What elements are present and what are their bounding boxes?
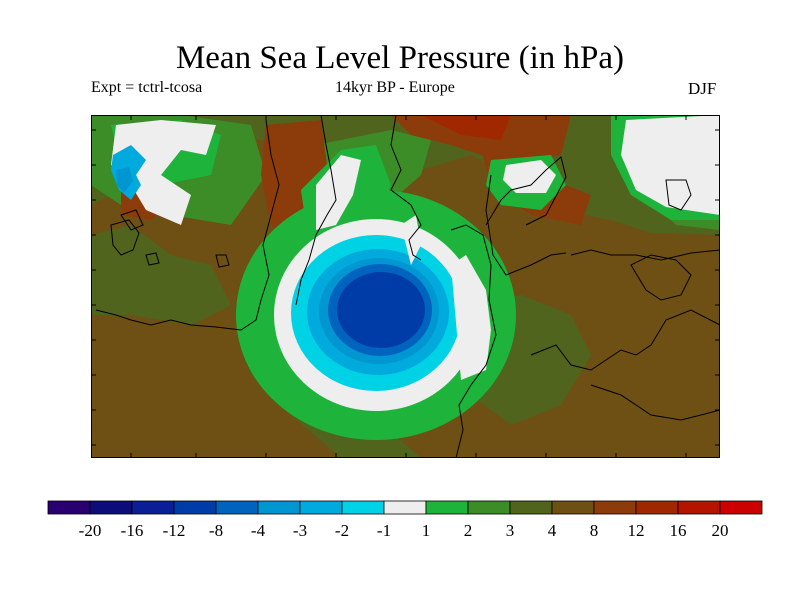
colorbar-cell	[299, 500, 343, 515]
coastline-scandinavia	[390, 115, 422, 261]
colorbar-cell	[173, 500, 217, 515]
colorbar-cell	[593, 500, 637, 515]
colorbar-tick-label: 3	[506, 521, 515, 540]
coastline-baltic	[485, 156, 567, 226]
colorbar-tick-label: -4	[251, 521, 266, 540]
season-label: DJF	[688, 79, 717, 98]
colorbar-cell	[425, 500, 469, 515]
colorbar-cell	[383, 500, 427, 515]
colorbar-cell	[677, 500, 721, 515]
colorbar-cell	[131, 500, 175, 515]
coastlines	[95, 115, 720, 458]
colorbar-tick-label: 16	[670, 521, 687, 540]
map-frame	[91, 115, 720, 458]
olive-region-west	[91, 225, 231, 325]
coastline-norway	[295, 115, 337, 306]
white-patch-island	[503, 160, 556, 193]
colorbar-cell	[47, 500, 91, 515]
colorbar-tick-label: -16	[121, 521, 144, 540]
colorbar-cell	[509, 500, 553, 515]
colorbar-cell	[551, 500, 595, 515]
coastline-black-sea	[630, 254, 692, 301]
coastline-mediterranean	[530, 309, 720, 371]
colorbar-tick-label: -8	[209, 521, 223, 540]
map-title: Mean Sea Level Pressure (in hPa)	[175, 40, 625, 76]
blue-patch-northwest-core	[116, 167, 133, 193]
ticks-left	[91, 129, 96, 446]
white-patch-northwest	[111, 120, 216, 225]
axis-ticks	[91, 115, 720, 458]
colorbar-tick-label: 8	[590, 521, 599, 540]
colorbar-cell	[341, 500, 385, 515]
colorbar-cell	[89, 500, 133, 515]
red-band-north	[421, 115, 511, 140]
coastline-ireland	[110, 219, 140, 256]
colorbar-tick-label: 2	[464, 521, 473, 540]
colorbar-tick-label: 1	[422, 521, 431, 540]
coastline-southeast	[590, 384, 720, 421]
pressure-map	[91, 115, 720, 458]
colorbar-cell	[215, 500, 259, 515]
colorbar-cell	[719, 500, 763, 515]
coastline-east	[570, 249, 720, 261]
colorbar-tick-label: -2	[335, 521, 349, 540]
low-core	[337, 272, 425, 348]
colorbar-tick-label: -12	[163, 521, 186, 540]
experiment-label: Expt = tctrl-tcosa	[91, 79, 203, 96]
colorbar: -20 -16 -12 -8 -4 -3 -2 -1 1 2 3 4 8 12 16 20	[47, 500, 763, 540]
orange-band-north	[391, 115, 571, 165]
ticks-right	[715, 129, 720, 446]
coastline-russia	[485, 174, 567, 276]
colorbar-tick-label: -1	[377, 521, 391, 540]
ticks-top	[130, 115, 687, 120]
colorbar-tick-label: -3	[293, 521, 307, 540]
colorbar-tick-label: -20	[79, 521, 102, 540]
white-patch-east-coast	[451, 255, 491, 380]
colorbar-cell	[467, 500, 511, 515]
coastline-finland	[450, 224, 497, 458]
ticks-bottom	[130, 453, 687, 458]
white-patch-scandinavia	[401, 215, 421, 265]
white-patch-northeast	[621, 115, 720, 215]
coastline-britain	[95, 119, 280, 331]
colorbar-tick-label: 12	[628, 521, 645, 540]
colorbar-cell	[635, 500, 679, 515]
colorbar-tick-label: 20	[712, 521, 729, 540]
white-patch-north	[316, 155, 361, 230]
colorbar-cell	[257, 500, 301, 515]
colorbar-tick-label: 4	[548, 521, 557, 540]
coastline-islands-west	[120, 209, 230, 268]
period-label: 14kyr BP - Europe	[335, 79, 455, 96]
coastline-island-northeast	[665, 179, 692, 211]
